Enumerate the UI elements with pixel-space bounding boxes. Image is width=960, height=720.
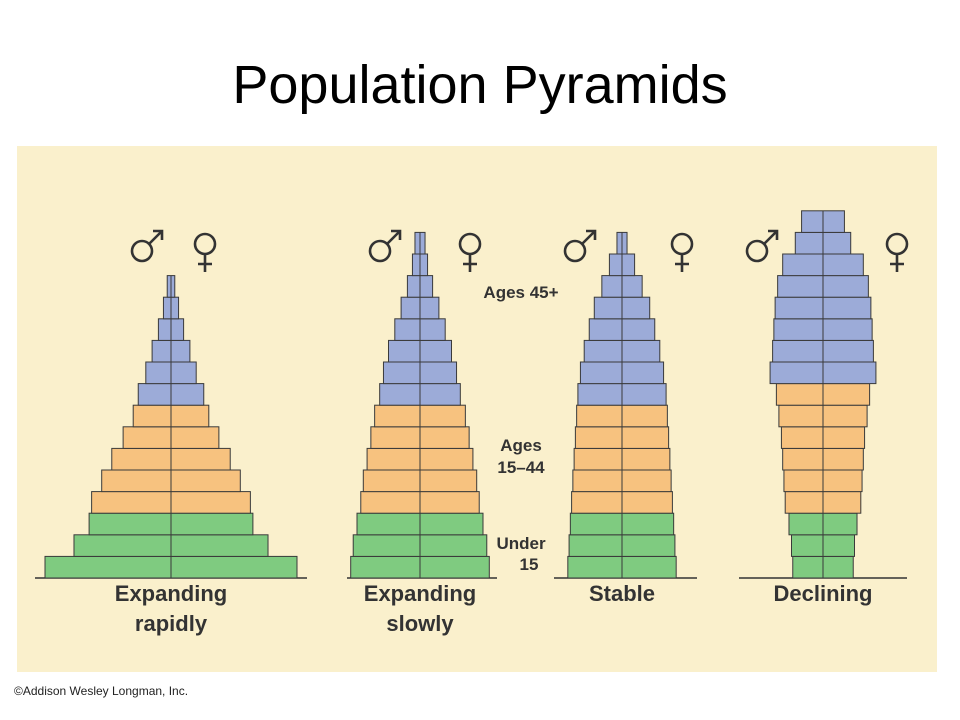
male-symbol-icon: [368, 229, 402, 263]
age-group-label: Ages 45+: [483, 283, 558, 302]
pyramid-type-label: Expanding: [115, 581, 227, 606]
slide-title: Population Pyramids: [232, 55, 728, 115]
pyramids-chart: Expanding rapidly Expanding slowly Stable Dec…: [17, 146, 937, 672]
pyramid-type-label: Declining: [773, 581, 872, 606]
pyramid-type-label: rapidly: [135, 611, 208, 636]
copyright-credit: ©Addison Wesley Longman, Inc.: [14, 684, 189, 698]
pyramid-type-label: Expanding: [364, 581, 476, 606]
pyramids-figure: Expanding rapidly Expanding slowly Stable Dec…: [17, 146, 937, 672]
age-group-label: Ages: [500, 436, 542, 455]
age-group-label: Under: [496, 534, 546, 553]
pyramid-type-label: slowly: [386, 611, 454, 636]
male-symbol-icon: [563, 229, 597, 263]
male-symbol-icon: [130, 229, 164, 263]
female-symbol-icon: [193, 232, 217, 272]
age-group-label: 15–44: [497, 458, 545, 477]
female-symbol-icon: [458, 232, 482, 272]
male-symbol-icon: [745, 229, 779, 263]
age-group-label: 15: [520, 555, 539, 574]
female-symbol-icon: [885, 232, 909, 272]
pyramid-type-label: Stable: [589, 581, 655, 606]
female-symbol-icon: [670, 232, 694, 272]
